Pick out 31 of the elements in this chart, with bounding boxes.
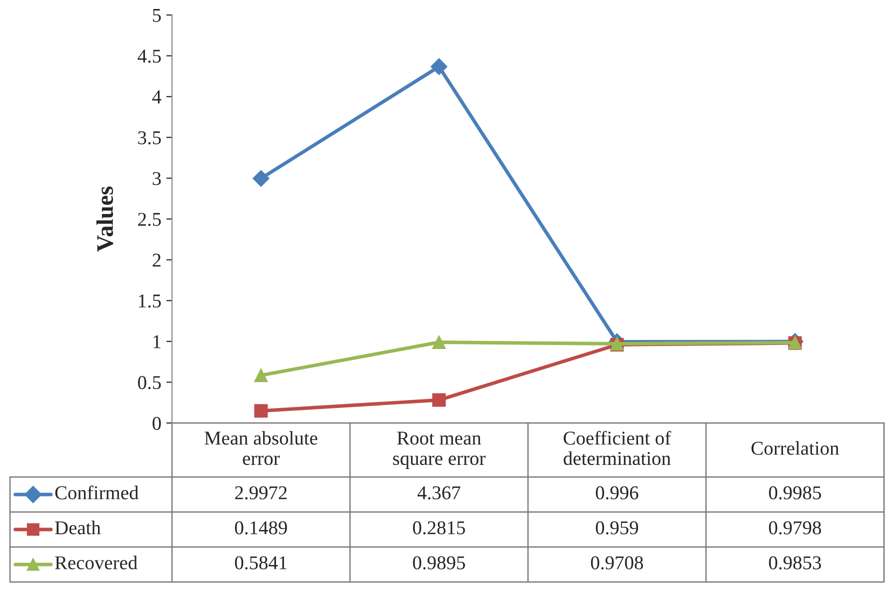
data-label: 0.9853: [769, 556, 821, 570]
data-label: 0.5841: [235, 556, 287, 570]
y-tick-label: 2: [152, 254, 161, 267]
y-tick-label: 4.5: [138, 50, 161, 63]
y-tick-label: 0: [152, 416, 161, 430]
y-tick-label: 4: [152, 90, 162, 104]
data-label: 4.367: [418, 486, 460, 500]
y-axis-title: Values: [96, 186, 114, 252]
x-tick-label: Mean absolute error: [204, 431, 318, 466]
legend-label: Death: [55, 520, 101, 534]
y-tick-label: 5: [152, 9, 161, 22]
data-label: 0.959: [596, 521, 638, 534]
legend-label: Recovered: [55, 556, 138, 570]
x-tick-label: Coefficient of determination: [564, 430, 672, 466]
data-label: 0.2815: [413, 521, 465, 534]
data-label: 2.9972: [235, 486, 287, 500]
y-tick-label: 3: [152, 172, 161, 186]
legend-label: Confirmed: [55, 485, 139, 500]
x-tick-label: Correlation: [752, 441, 839, 455]
data-label: 0.9985: [769, 486, 821, 500]
data-label: 0.1489: [235, 521, 287, 534]
y-tick-label: 1: [154, 335, 160, 348]
data-label: 0.9798: [769, 521, 821, 534]
y-tick-label: 2.5: [138, 212, 161, 226]
y-tick-label: 0.5: [138, 376, 161, 390]
y-tick-label: 3.5: [138, 131, 161, 144]
data-label: 0.9895: [413, 556, 465, 570]
y-tick-label: 1.5: [138, 294, 161, 308]
data-label: 0.996: [596, 486, 638, 500]
data-label: 0.9708: [591, 556, 643, 570]
x-tick-label: Root mean square error: [393, 432, 486, 469]
